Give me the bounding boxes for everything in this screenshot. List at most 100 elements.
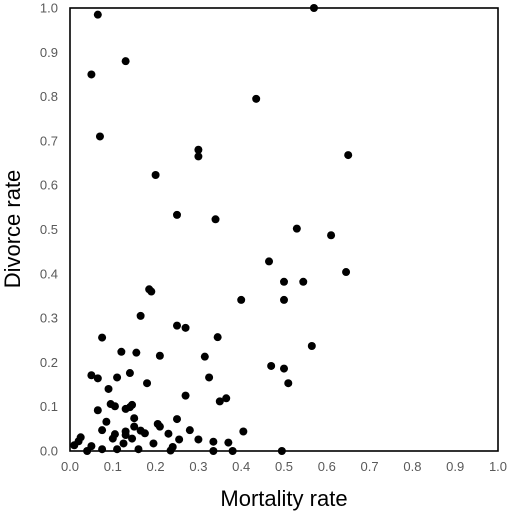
data-point [121,431,130,440]
y-axis-title: Divorce rate [0,170,25,289]
x-axis-title: Mortality rate [220,486,347,511]
y-axis-ticks: 0.0 0.1 0.2 0.3 0.4 0.5 0.6 0.7 0.8 0.9 1.0 [40,1,58,459]
data-point [194,152,203,161]
data-point [280,295,288,304]
data-point [164,429,173,438]
plot-area [69,7,499,452]
data-point [121,57,130,66]
data-point [237,295,246,304]
data-point [134,445,143,454]
data-point [194,435,203,444]
data-point [70,441,79,450]
x-tick-label: 1.0 [489,459,507,474]
data-point [265,257,274,266]
data-point [209,447,218,455]
data-point [149,439,158,448]
x-tick-label: 0.5 [275,459,293,474]
data-point [108,434,117,443]
x-axis-ticks: 0.0 0.1 0.2 0.3 0.4 0.5 0.6 0.7 0.8 0.9 1.0 [61,459,507,474]
data-point [132,348,141,357]
data-point [151,171,160,180]
x-tick-label: 0.6 [318,459,336,474]
data-point [239,427,248,436]
data-point [185,426,194,435]
y-tick-label: 0.4 [40,266,58,281]
data-point [280,364,288,373]
x-tick-label: 0.8 [403,459,421,474]
data-point [277,447,286,455]
data-point [175,435,184,444]
data-point [173,321,181,330]
x-tick-label: 0.4 [232,459,250,474]
data-point [117,347,126,356]
data-point [110,402,119,411]
x-tick-label: 0.1 [104,459,122,474]
x-tick-label: 0.0 [61,459,79,474]
x-tick-label: 0.7 [361,459,379,474]
data-point [147,287,156,296]
data-point [307,342,316,351]
y-tick-label: 0.5 [40,222,58,237]
data-point [173,415,181,424]
data-point [166,446,175,455]
data-point [224,438,233,447]
data-point [93,10,102,19]
y-tick-label: 0.3 [40,311,58,326]
data-point [119,439,128,448]
data-point [136,311,145,320]
x-tick-label: 0.9 [446,459,464,474]
data-point [267,361,276,370]
data-point [173,210,181,219]
data-point [102,417,111,426]
y-tick-label: 0.1 [40,399,58,414]
data-point [327,231,336,240]
data-point [130,414,139,423]
data-point [143,379,152,388]
data-point [93,374,102,383]
data-point [98,333,107,342]
y-tick-label: 0.9 [40,45,58,60]
data-point [309,4,318,12]
data-point [342,268,351,277]
x-tick-label: 0.2 [147,459,165,474]
data-point [113,445,122,454]
data-points [70,4,353,455]
data-point [155,422,164,431]
data-point [113,373,122,382]
data-point [299,277,308,286]
x-tick-label: 0.3 [189,459,207,474]
data-point [140,429,149,438]
data-point [121,404,130,413]
data-point [205,373,214,382]
data-point [95,132,104,141]
data-point [104,384,113,393]
data-point [228,447,237,455]
data-point [83,447,92,455]
data-point [222,394,231,403]
data-point [130,422,139,431]
data-point [209,437,218,446]
data-point [125,369,134,378]
data-point [292,224,301,233]
data-point [181,391,190,400]
y-tick-label: 0.7 [40,133,58,148]
data-point [194,145,203,154]
data-point [280,277,288,286]
data-point [98,426,107,435]
data-point [252,94,261,103]
data-point [215,397,224,406]
data-point [93,406,102,415]
data-point [181,323,190,332]
y-tick-label: 0.0 [40,444,58,459]
data-point [87,371,96,380]
y-tick-label: 0.6 [40,178,58,193]
y-tick-label: 0.2 [40,355,58,370]
data-point [155,351,164,360]
data-point [211,215,220,224]
data-point [98,445,107,454]
data-point [344,151,353,160]
y-tick-label: 0.8 [40,89,58,104]
data-point [284,379,293,388]
data-point [87,70,96,79]
